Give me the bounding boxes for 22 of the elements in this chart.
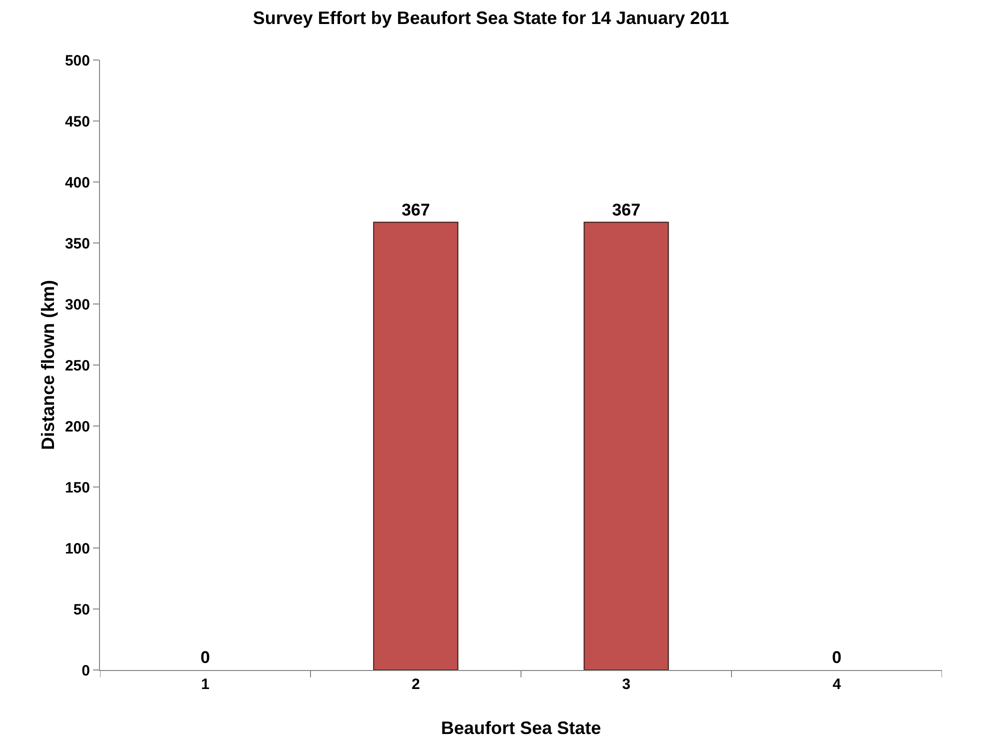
y-tick-label: 450 — [64, 113, 90, 130]
y-tick-label: 400 — [64, 174, 90, 192]
y-axis-title: Distance flown (km) — [38, 280, 58, 450]
y-tick-label: 100 — [64, 540, 90, 558]
chart-title: Survey Effort by Beaufort Sea State for 14 January 2011 — [252, 8, 730, 28]
data-label: 367 — [612, 200, 640, 220]
y-tick-label: 0 — [82, 662, 90, 680]
x-axis-title: Beaufort Sea State — [440, 718, 602, 738]
x-tick-label: 3 — [622, 676, 630, 693]
y-tick-label: 200 — [64, 418, 90, 436]
x-tick-label: 1 — [201, 676, 210, 693]
data-label: 0 — [832, 648, 842, 667]
data-label: 367 — [402, 200, 430, 220]
y-tick-label: 350 — [64, 235, 90, 252]
x-tick-label: 2 — [412, 676, 420, 693]
y-tick-label: 50 — [73, 601, 90, 618]
y-tick-label: 300 — [64, 296, 90, 314]
y-tick-label: 150 — [64, 479, 90, 496]
y-tick-label: 500 — [64, 52, 90, 70]
data-label: 0 — [200, 648, 210, 667]
y-tick-label: 250 — [64, 357, 90, 374]
x-tick-label: 4 — [832, 676, 842, 693]
